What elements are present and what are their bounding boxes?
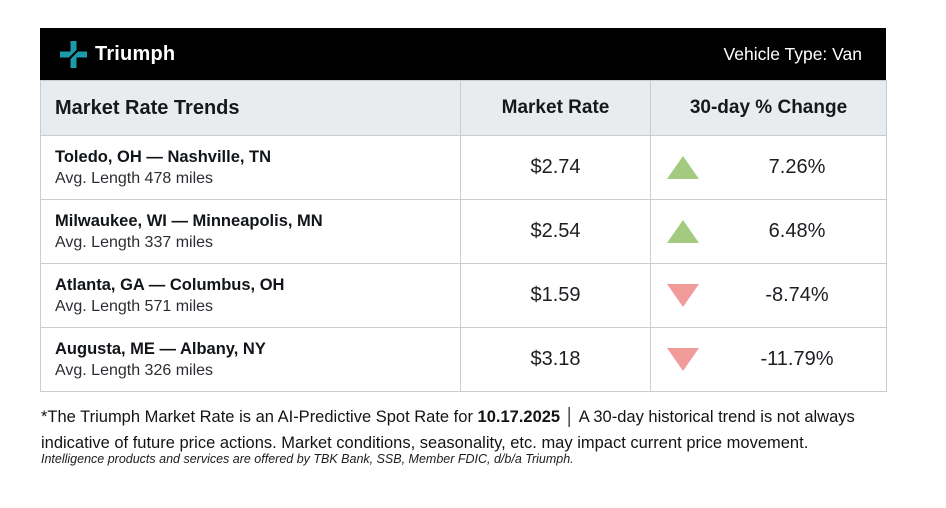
table-row: Augusta, ME — Albany, NY Avg. Length 326… [40,327,887,392]
change-value: 6.48% [768,220,826,242]
footnote-date: 10.17.2025 [477,408,561,426]
footnote-text-1: *The Triumph Market Rate is an AI-Predic… [41,408,478,426]
brand: Triumph [60,40,176,68]
lane-length: Avg. Length 571 miles [55,297,214,315]
lane-name: Milwaukee, WI — Minneapolis, MN [55,211,323,230]
column-header-market-rate-trends: Market Rate Trends [40,80,461,136]
brand-name: Triumph [95,42,176,65]
footnote-text-2: │ A 30-day historical trend is not alway… [41,408,855,452]
lane-name: Atlanta, GA — Columbus, OH [55,275,285,294]
market-rate-card: Triumph Vehicle Type: Van Market Rate Tr… [40,28,887,392]
market-rate-value: $1.59 [460,263,651,328]
change-value: -8.74% [765,284,829,306]
lane-length: Avg. Length 478 miles [55,169,214,187]
change-value: -11.79% [760,348,834,370]
table-row: Toledo, OH — Nashville, TN Avg. Length 4… [40,135,887,200]
market-rate-table: Market Rate Trends Market Rate 30-day % … [40,80,887,392]
market-rate-value: $2.54 [460,199,651,264]
column-header-30-day-change: 30-day % Change [650,80,887,136]
table-row: Atlanta, GA — Columbus, OH Avg. Length 5… [40,263,887,328]
lane-cell: Augusta, ME — Albany, NY Avg. Length 326… [40,327,461,392]
lane-length: Avg. Length 326 miles [55,361,214,379]
brand-bar: Triumph Vehicle Type: Van [40,28,886,80]
lane-cell: Milwaukee, WI — Minneapolis, MN Avg. Len… [40,199,461,264]
column-header-market-rate: Market Rate [460,80,651,136]
lane-name: Toledo, OH — Nashville, TN [55,147,272,166]
table-header-row: Market Rate Trends Market Rate 30-day % … [40,80,887,136]
down-triangle-icon [667,284,699,307]
lane-length: Avg. Length 337 miles [55,233,214,251]
down-triangle-icon [667,348,699,371]
change-value: 7.26% [768,156,826,178]
change-cell: -11.79% [650,327,887,392]
lane-cell: Atlanta, GA — Columbus, OH Avg. Length 5… [40,263,461,328]
market-rate-value: $2.74 [460,135,651,200]
change-cell: -8.74% [650,263,887,328]
change-cell: 6.48% [650,199,887,264]
footnote: *The Triumph Market Rate is an AI-Predic… [41,404,909,456]
lane-name: Augusta, ME — Albany, NY [55,339,266,358]
lane-cell: Toledo, OH — Nashville, TN Avg. Length 4… [40,135,461,200]
up-triangle-icon [667,220,699,243]
table-row: Milwaukee, WI — Minneapolis, MN Avg. Len… [40,199,887,264]
up-triangle-icon [667,156,699,179]
triumph-cross-icon [60,40,87,68]
legal-disclaimer: Intelligence products and services are o… [41,452,574,466]
market-rate-value: $3.18 [460,327,651,392]
change-cell: 7.26% [650,135,887,200]
vehicle-type-label: Vehicle Type: Van [723,43,862,64]
